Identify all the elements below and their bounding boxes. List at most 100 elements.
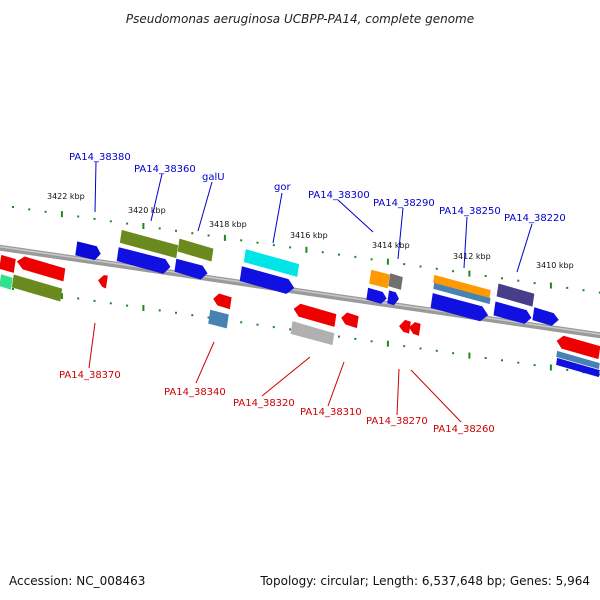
- gene-label[interactable]: gor: [274, 182, 291, 193]
- gene-arrow[interactable]: [366, 287, 388, 305]
- gene-label[interactable]: PA14_38380: [69, 152, 131, 163]
- backbone: [0, 244, 600, 339]
- gene-label[interactable]: PA14_38250: [439, 206, 501, 217]
- minor-tick: [240, 239, 243, 242]
- minor-tick: [126, 222, 129, 225]
- gene-label[interactable]: PA14_38220: [504, 213, 566, 224]
- gene-arrow[interactable]: [11, 274, 63, 302]
- gene-arrow[interactable]: [174, 258, 209, 281]
- gene-label[interactable]: galU: [202, 172, 225, 183]
- kbp-label: 3418 kbp: [209, 220, 247, 229]
- minor-tick: [517, 279, 520, 282]
- gene-arrow[interactable]: [177, 238, 214, 262]
- gene-arrow[interactable]: [212, 293, 232, 310]
- gene-arrow[interactable]: [430, 293, 490, 322]
- minor-tick: [566, 286, 569, 289]
- gene-arrow[interactable]: [555, 357, 600, 378]
- bottom-gene-labels: PA14_38370 PA14_38340 PA14_38320 PA14_38…: [59, 370, 495, 435]
- minor-tick: [354, 337, 357, 340]
- gene-arrow[interactable]: [555, 350, 600, 370]
- major-tick: [60, 293, 63, 300]
- minor-tick: [533, 282, 536, 285]
- major-tick: [223, 234, 226, 241]
- major-tick: [549, 282, 552, 289]
- minor-tick: [12, 288, 14, 290]
- major-tick: [386, 258, 389, 265]
- gene-label[interactable]: PA14_38300: [308, 190, 370, 201]
- minor-tick: [207, 316, 210, 319]
- gene-arrow[interactable]: [496, 283, 535, 307]
- major-tick: [142, 223, 145, 229]
- gene-arrow[interactable]: [292, 303, 337, 327]
- minor-tick: [370, 258, 373, 261]
- genome-stats-text: Topology: circular; Length: 6,537,648 bp…: [259, 574, 590, 588]
- major-tick: [386, 340, 389, 347]
- minor-tick: [501, 277, 503, 280]
- gene-arrow[interactable]: [555, 335, 600, 360]
- kbp-label: 3420 kbp: [128, 206, 166, 215]
- major-tick: [468, 270, 471, 277]
- top-gene-labels: PA14_38380 PA14_38360 galU gor PA14_3830…: [69, 152, 566, 224]
- gene-arrow[interactable]: [290, 321, 335, 346]
- major-tick: [549, 364, 552, 371]
- kbp-label: 3410 kbp: [536, 261, 574, 270]
- minor-tick: [484, 357, 487, 359]
- gene-arrow[interactable]: [75, 241, 102, 261]
- minor-tick: [158, 227, 161, 230]
- gene-arrow[interactable]: [387, 290, 400, 306]
- gene-label[interactable]: PA14_38370: [59, 370, 121, 381]
- gene-arrow[interactable]: [239, 266, 296, 295]
- kbp-label: 3422 kbp: [47, 192, 85, 201]
- gene-arrow[interactable]: [369, 269, 390, 289]
- gene-arrow[interactable]: [208, 309, 229, 329]
- minor-tick: [289, 246, 292, 249]
- minor-tick: [403, 263, 406, 266]
- minor-tick: [207, 234, 210, 237]
- gene-arrow[interactable]: [388, 273, 403, 290]
- minor-tick: [109, 220, 112, 223]
- minor-tick: [501, 359, 503, 362]
- minor-tick: [93, 217, 96, 220]
- gene-arrow[interactable]: [119, 229, 179, 259]
- gene-arrow[interactable]: [432, 274, 492, 299]
- gene-arrow[interactable]: [0, 254, 16, 273]
- minor-tick: [272, 326, 275, 329]
- minor-tick: [435, 349, 438, 352]
- minor-tick: [77, 297, 80, 300]
- major-tick: [60, 211, 63, 218]
- gene-label[interactable]: PA14_38360: [134, 164, 196, 175]
- minor-tick: [175, 311, 177, 314]
- gene-label[interactable]: PA14_38310: [300, 407, 362, 418]
- gene-arrow[interactable]: [398, 319, 411, 334]
- minor-tick: [12, 206, 14, 208]
- kbp-label: 3412 kbp: [453, 252, 491, 261]
- gene-label[interactable]: PA14_38340: [164, 387, 226, 398]
- gene-label[interactable]: PA14_38270: [366, 416, 428, 427]
- gene-arrow[interactable]: [432, 282, 491, 305]
- minor-tick: [272, 244, 275, 247]
- minor-tick: [256, 241, 259, 244]
- gene-arrow[interactable]: [532, 307, 560, 327]
- bottom-leader-lines: [88, 322, 462, 423]
- gene-arrow[interactable]: [340, 312, 359, 329]
- gene-arrow[interactable]: [408, 321, 421, 336]
- tick-marks: [12, 206, 600, 376]
- minor-tick: [370, 340, 373, 343]
- gene-label[interactable]: PA14_38320: [233, 398, 295, 409]
- kbp-label: 3416 kbp: [290, 231, 328, 240]
- gene-arrow[interactable]: [15, 255, 66, 282]
- minor-tick: [582, 289, 585, 292]
- gene-label[interactable]: PA14_38260: [433, 424, 495, 435]
- gene-arrow[interactable]: [493, 301, 533, 324]
- minor-tick: [28, 208, 31, 211]
- minor-tick: [44, 210, 47, 213]
- gene-arrow[interactable]: [97, 274, 108, 289]
- gene-arrow[interactable]: [243, 249, 300, 277]
- minor-tick: [452, 352, 455, 355]
- minor-tick: [240, 321, 243, 324]
- minor-tick: [175, 229, 177, 232]
- kbp-labels: 3422 kbp 3420 kbp 3418 kbp 3416 kbp 3414…: [47, 192, 574, 270]
- gene-label[interactable]: PA14_38290: [373, 198, 435, 209]
- gene-arrow[interactable]: [116, 247, 172, 275]
- gene-arrow[interactable]: [0, 274, 13, 290]
